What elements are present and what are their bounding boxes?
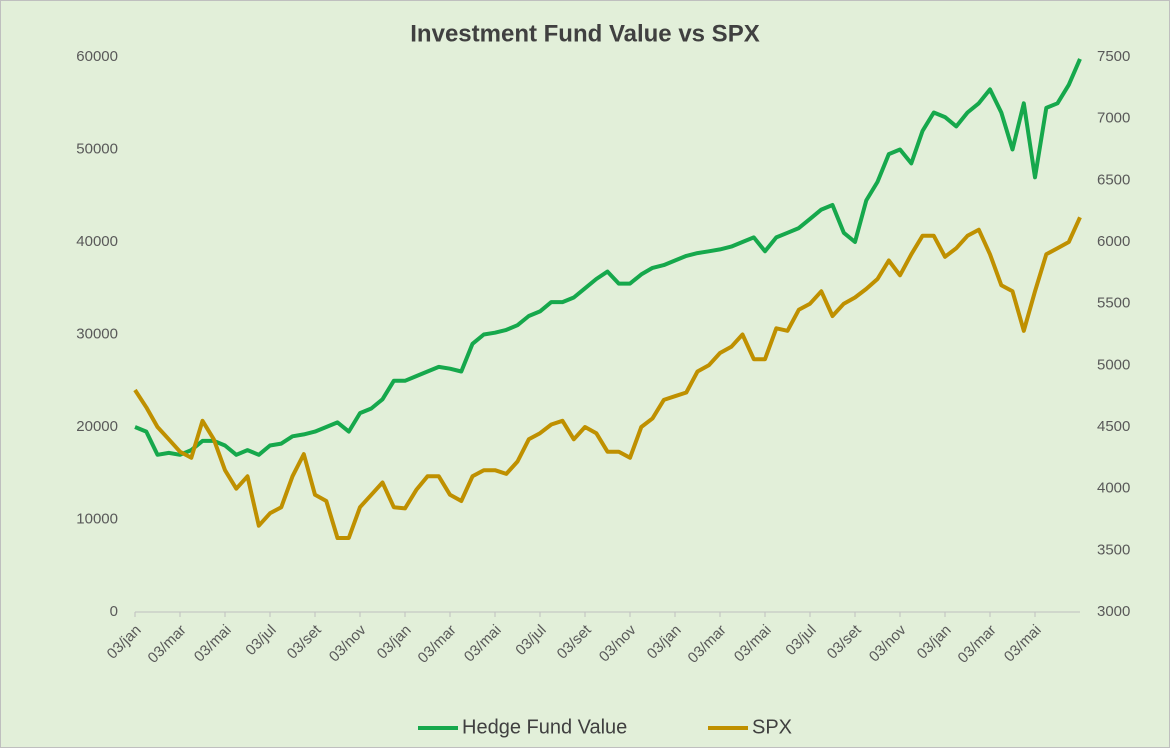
y-tick-label: 30000 (76, 325, 118, 342)
y2-tick-label: 3000 (1097, 603, 1130, 620)
legend-label: SPX (752, 716, 792, 738)
y2-tick-label: 7000 (1097, 110, 1130, 127)
y-tick-label: 10000 (76, 510, 118, 527)
y2-tick-label: 5000 (1097, 356, 1130, 373)
y-tick-label: 20000 (76, 418, 118, 435)
y2-tick-label: 4000 (1097, 480, 1130, 497)
y-tick-label: 60000 (76, 48, 118, 65)
chart-title: Investment Fund Value vs SPX (410, 20, 759, 47)
series-line (133, 216, 1082, 540)
y2-tick-label: 3500 (1097, 541, 1130, 558)
y-tick-label: 0 (110, 603, 118, 620)
y2-tick-label: 6000 (1097, 233, 1130, 250)
y-tick-label: 40000 (76, 233, 118, 250)
y2-tick-label: 4500 (1097, 418, 1130, 435)
series-line (134, 58, 1082, 457)
y-tick-label: 50000 (76, 140, 118, 157)
y2-tick-label: 7500 (1097, 48, 1130, 65)
legend-label: Hedge Fund Value (462, 716, 627, 738)
y2-tick-label: 6500 (1097, 171, 1130, 188)
y2-tick-label: 5500 (1097, 295, 1130, 312)
